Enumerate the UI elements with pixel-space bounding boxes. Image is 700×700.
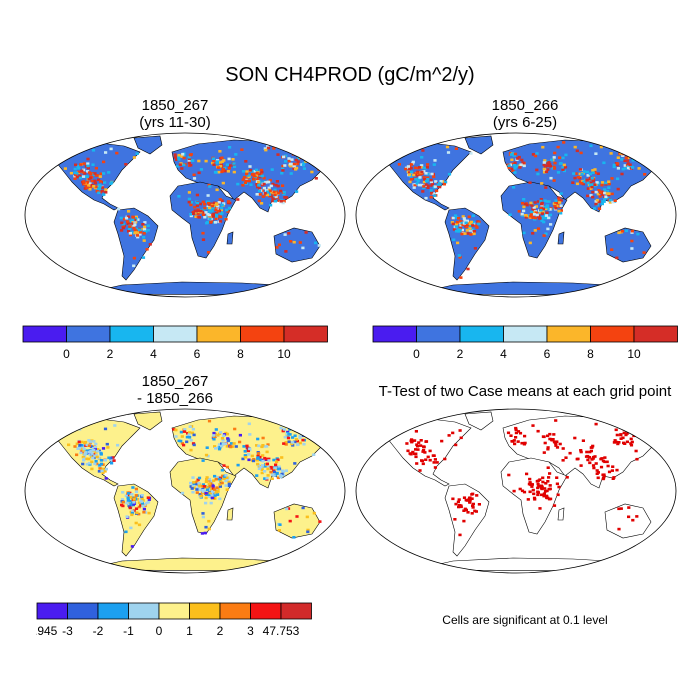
panel-title-3-line1: 1850_267 — [141, 373, 209, 390]
colorbar-difference-tick-label: 47.753 — [263, 624, 300, 638]
grid-cells — [405, 419, 653, 537]
panel-title-1: 1850_267 (yrs 11-30) — [60, 97, 290, 131]
land-madagascar — [557, 231, 565, 245]
colorbar-difference-tick-label: 3 — [247, 624, 254, 638]
colorbar-1850-266-swatch — [459, 325, 504, 343]
grid-cells — [397, 141, 647, 279]
colorbar-1850-266-swatch — [503, 325, 548, 343]
colorbar-1850-267-tick-label: 0 — [63, 347, 70, 361]
colorbar-1850-267-tick-label: 8 — [237, 347, 244, 361]
colorbar-difference-tick-label: -81.945 — [36, 624, 58, 638]
panel-title-3: 1850_267 - 1850_266 — [60, 373, 290, 407]
colorbar-difference: -81.945 -3 -2 -1 0 1 2 3 47.753 — [36, 602, 312, 638]
colorbar-1850-266-tick-label: 8 — [587, 347, 594, 361]
panel-title-4: T-Test of two Case means at each grid po… — [355, 383, 695, 400]
colorbar-difference-tick-label: -1 — [123, 624, 134, 638]
panel-title-3-line2: - 1850_266 — [137, 390, 213, 407]
colorbar-1850-267-swatch — [66, 325, 111, 343]
land-greenland — [133, 135, 163, 155]
panel-title-2-line2: (yrs 6-25) — [492, 114, 558, 131]
panel-title-2: 1850_266 (yrs 6-25) — [410, 97, 640, 131]
colorbar-1850-266-swatch — [633, 325, 678, 343]
colorbar-1850-267-swatch — [109, 325, 154, 343]
colorbar-difference-swatch — [128, 602, 160, 620]
colorbar-difference-swatch — [250, 602, 282, 620]
colorbar-difference-tick-label: -3 — [62, 624, 73, 638]
colorbar-difference-tick-label: 0 — [156, 624, 163, 638]
colorbar-difference-swatch — [67, 602, 99, 620]
colorbar-1850-266-swatch — [372, 325, 417, 343]
colorbar-1850-267-tick-label: 10 — [277, 347, 291, 361]
colorbar-difference-tick-label: 1 — [186, 624, 193, 638]
colorbar-1850-266-tick-label: 4 — [500, 347, 507, 361]
map-border — [24, 408, 346, 574]
colorbar-1850-266: 0 2 4 6 8 10 — [372, 325, 678, 361]
colorbar-1850-266-tick-label: 10 — [627, 347, 641, 361]
colorbar-1850-267-tick-label: 4 — [150, 347, 157, 361]
colorbar-1850-267-swatch — [22, 325, 67, 343]
land-madagascar — [557, 507, 565, 521]
land-south-america — [444, 483, 490, 557]
colorbar-1850-266-tick-label: 2 — [457, 347, 464, 361]
map-border — [24, 132, 346, 298]
colorbar-difference-swatch — [97, 602, 129, 620]
colorbar-1850-267-swatch — [283, 325, 328, 343]
map-border — [355, 132, 677, 298]
map-panel-ttest — [355, 408, 677, 574]
main-title: SON CH4PROD (gC/m^2/y) — [225, 64, 475, 86]
colorbar-1850-267-swatch — [153, 325, 198, 343]
colorbar-1850-266-tick-label: 6 — [544, 347, 551, 361]
land-madagascar — [226, 231, 234, 245]
panel-title-2-line1: 1850_266 — [491, 97, 559, 114]
colorbar-difference-tick-label: 2 — [217, 624, 224, 638]
land-greenland — [133, 411, 163, 431]
land-madagascar — [226, 507, 234, 521]
land-greenland — [464, 135, 494, 155]
colorbar-difference-swatch — [158, 602, 190, 620]
colorbar-1850-266-swatch — [546, 325, 591, 343]
colorbar-difference-swatch — [36, 602, 68, 620]
land-australia — [273, 227, 321, 263]
colorbar-1850-267-swatch — [196, 325, 241, 343]
colorbar-difference-tick-label: -2 — [93, 624, 104, 638]
colorbar-1850-266-tick-label: 0 — [413, 347, 420, 361]
grid-cells — [58, 419, 322, 548]
map-panel-1850-266 — [355, 132, 677, 298]
map-panel-difference — [24, 408, 346, 574]
colorbar-1850-267-tick-label: 2 — [107, 347, 114, 361]
colorbar-difference-swatch — [219, 602, 251, 620]
colorbar-1850-266-swatch — [416, 325, 461, 343]
land-australia — [604, 503, 652, 539]
map-border — [355, 408, 677, 574]
land-africa — [500, 457, 568, 535]
colorbar-1850-267: 0 2 4 6 8 10 — [22, 325, 328, 361]
colorbar-1850-266-swatch — [590, 325, 635, 343]
colorbar-1850-267-tick-label: 6 — [194, 347, 201, 361]
panel-title-1-line2: (yrs 11-30) — [139, 114, 211, 131]
colorbar-difference-swatch — [280, 602, 312, 620]
panel-title-4-line1: T-Test of two Case means at each grid po… — [378, 383, 672, 400]
land-australia — [604, 227, 652, 263]
significance-note: Cells are significant at 0.1 level — [442, 613, 608, 627]
map-panel-1850-267 — [24, 132, 346, 298]
land-greenland — [464, 411, 494, 431]
colorbar-difference-swatch — [189, 602, 221, 620]
colorbar-1850-267-swatch — [240, 325, 285, 343]
panel-title-1-line1: 1850_267 — [141, 97, 209, 114]
